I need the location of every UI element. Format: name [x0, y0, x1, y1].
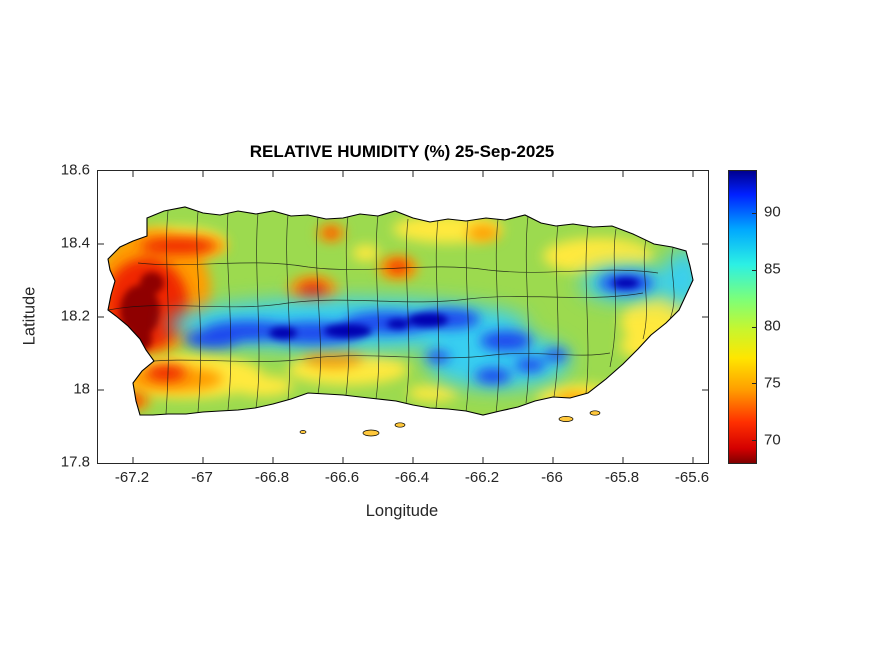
- x-tick-label: -67.2: [114, 469, 150, 486]
- x-tick-label: -67: [191, 469, 213, 486]
- x-tick-label: -66.2: [464, 469, 500, 486]
- colorbar-tick-label: 70: [764, 431, 781, 449]
- x-axis-label: Longitude: [365, 502, 439, 520]
- y-tick-label: 17.8: [60, 453, 90, 471]
- colorbar-tick-label: 80: [764, 317, 781, 335]
- x-tick-label: -66.8: [254, 469, 290, 486]
- colorbar-tick-label: 85: [764, 260, 781, 278]
- colorbar-tick-mark: [752, 270, 756, 271]
- axis-tick-marks: [98, 171, 708, 463]
- x-tick-label: -65.6: [674, 469, 710, 486]
- x-tick-label: -65.8: [604, 469, 640, 486]
- colorbar-tick-mark: [752, 440, 756, 441]
- humidity-field: [108, 207, 693, 415]
- y-tick-label: 18: [73, 380, 90, 398]
- island-coastline: [107, 206, 694, 416]
- x-tick-label: -66.6: [324, 469, 360, 486]
- colorbar-tick-mark: [752, 213, 756, 214]
- humidity-map: [98, 171, 708, 463]
- x-tick-label: -66.4: [394, 469, 430, 486]
- colorbar-tick-label: 90: [764, 203, 781, 221]
- x-tick-label: -66: [541, 469, 563, 486]
- y-tick-label: 18.2: [60, 307, 90, 325]
- plot-title: RELATIVE HUMIDITY (%) 25-Sep-2025: [249, 142, 555, 161]
- colorbar-tick-mark: [752, 383, 756, 384]
- y-axis-label: Latitude: [20, 286, 39, 346]
- y-tick-label: 18.4: [60, 234, 90, 252]
- colorbar: [728, 170, 757, 464]
- colorbar-tick-mark: [752, 327, 756, 328]
- colorbar-tick-label: 75: [764, 374, 781, 392]
- offshore-islets: [299, 410, 601, 437]
- colorbar-gradient: [729, 171, 756, 463]
- y-tick-label: 18.6: [60, 161, 90, 179]
- plot-area: [97, 170, 709, 464]
- municipality-boundaries: [108, 210, 675, 415]
